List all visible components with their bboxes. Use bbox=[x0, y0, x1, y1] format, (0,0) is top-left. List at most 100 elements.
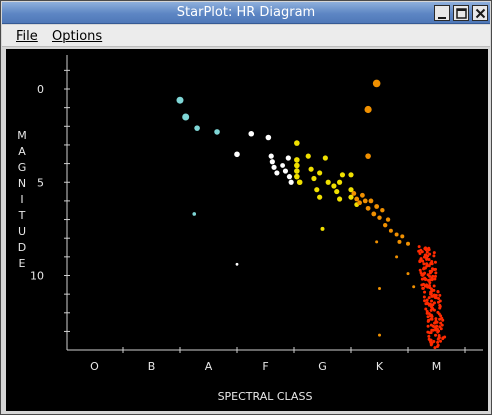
title-bar[interactable]: StarPlot: HR Diagram bbox=[2, 2, 490, 24]
star-point bbox=[424, 307, 428, 311]
minimize-button[interactable] bbox=[434, 5, 450, 21]
star-point bbox=[294, 168, 300, 174]
star-point bbox=[422, 262, 426, 266]
star-point bbox=[434, 333, 438, 337]
star-point bbox=[429, 290, 433, 294]
star-point bbox=[360, 192, 365, 198]
y-axis-label-letter: M bbox=[17, 129, 27, 142]
star-point bbox=[430, 328, 434, 332]
y-tick-label: 0 bbox=[37, 83, 44, 96]
menu-options[interactable]: Options bbox=[52, 29, 103, 44]
star-point bbox=[438, 317, 442, 321]
star-point bbox=[433, 260, 437, 264]
star-point bbox=[441, 336, 445, 340]
star-point bbox=[436, 344, 440, 348]
star-point bbox=[441, 318, 445, 322]
star-point bbox=[427, 258, 431, 262]
star-point bbox=[428, 303, 432, 307]
star-point bbox=[420, 273, 424, 277]
star-point bbox=[337, 179, 343, 185]
star-point bbox=[430, 305, 434, 309]
star-point bbox=[437, 312, 441, 316]
star-point bbox=[182, 113, 190, 121]
close-button[interactable] bbox=[472, 5, 488, 21]
star-point bbox=[422, 282, 426, 286]
maximize-button[interactable] bbox=[453, 5, 469, 21]
y-axis-label-letter: A bbox=[18, 145, 26, 158]
star-point bbox=[425, 298, 429, 302]
star-point bbox=[423, 290, 427, 294]
star-point bbox=[436, 340, 440, 344]
star-point bbox=[436, 290, 440, 294]
star-point bbox=[426, 278, 430, 282]
star-point bbox=[418, 251, 422, 255]
menu-bar: File Options bbox=[2, 25, 490, 47]
y-axis-label-letter: D bbox=[17, 241, 27, 254]
star-point bbox=[425, 257, 429, 261]
x-tick-label: A bbox=[205, 360, 213, 373]
star-point bbox=[412, 285, 416, 289]
star-point bbox=[234, 151, 240, 158]
star-point bbox=[430, 278, 434, 282]
star-point bbox=[317, 170, 323, 176]
star-point bbox=[348, 187, 354, 193]
star-point bbox=[294, 140, 300, 146]
star-point bbox=[311, 175, 317, 182]
star-point bbox=[305, 153, 311, 159]
star-point bbox=[357, 200, 362, 206]
close-icon bbox=[475, 8, 486, 19]
star-point bbox=[419, 248, 423, 252]
star-point bbox=[317, 194, 323, 200]
star-point bbox=[176, 96, 184, 104]
x-tick-label: O bbox=[90, 360, 99, 373]
star-point bbox=[439, 339, 443, 343]
star-point bbox=[383, 222, 388, 228]
y-tick-label: 10 bbox=[30, 270, 44, 283]
star-point bbox=[430, 317, 434, 321]
star-point bbox=[380, 208, 385, 213]
star-point bbox=[282, 168, 289, 174]
star-point bbox=[235, 262, 239, 266]
star-point bbox=[432, 308, 436, 312]
star-point bbox=[339, 172, 346, 178]
star-point bbox=[372, 79, 381, 88]
star-point bbox=[248, 130, 255, 137]
star-point bbox=[432, 340, 436, 344]
star-point bbox=[351, 191, 357, 196]
star-point bbox=[286, 174, 293, 180]
star-point bbox=[433, 274, 437, 278]
x-tick-label: K bbox=[376, 360, 384, 373]
star-point bbox=[429, 313, 433, 317]
star-point bbox=[430, 294, 434, 298]
star-point bbox=[439, 327, 443, 331]
star-point bbox=[394, 232, 399, 237]
star-point bbox=[365, 153, 371, 159]
minimize-icon bbox=[438, 17, 446, 19]
star-point bbox=[285, 155, 291, 161]
star-point bbox=[427, 334, 431, 338]
star-point bbox=[425, 250, 429, 254]
star-point bbox=[274, 170, 280, 176]
star-point bbox=[436, 300, 440, 304]
menu-file[interactable]: File bbox=[16, 29, 38, 44]
star-point bbox=[438, 293, 442, 297]
star-point bbox=[308, 166, 314, 172]
star-point bbox=[294, 162, 300, 169]
star-point bbox=[437, 336, 441, 340]
star-point bbox=[423, 299, 427, 303]
star-point bbox=[428, 281, 432, 285]
star-point bbox=[426, 315, 430, 319]
star-point bbox=[437, 329, 441, 333]
hr-diagram-chart: 0 5 10 O B A F G K M SPECTRAL CLASS bbox=[30, 55, 483, 403]
star-point bbox=[194, 125, 200, 131]
x-tick-label: F bbox=[262, 360, 268, 373]
star-point bbox=[296, 179, 303, 186]
star-point bbox=[378, 333, 381, 337]
y-axis-label-letter: I bbox=[20, 193, 24, 206]
star-point bbox=[433, 346, 437, 350]
star-point bbox=[365, 205, 371, 211]
star-point bbox=[334, 188, 340, 195]
star-point bbox=[429, 331, 433, 335]
